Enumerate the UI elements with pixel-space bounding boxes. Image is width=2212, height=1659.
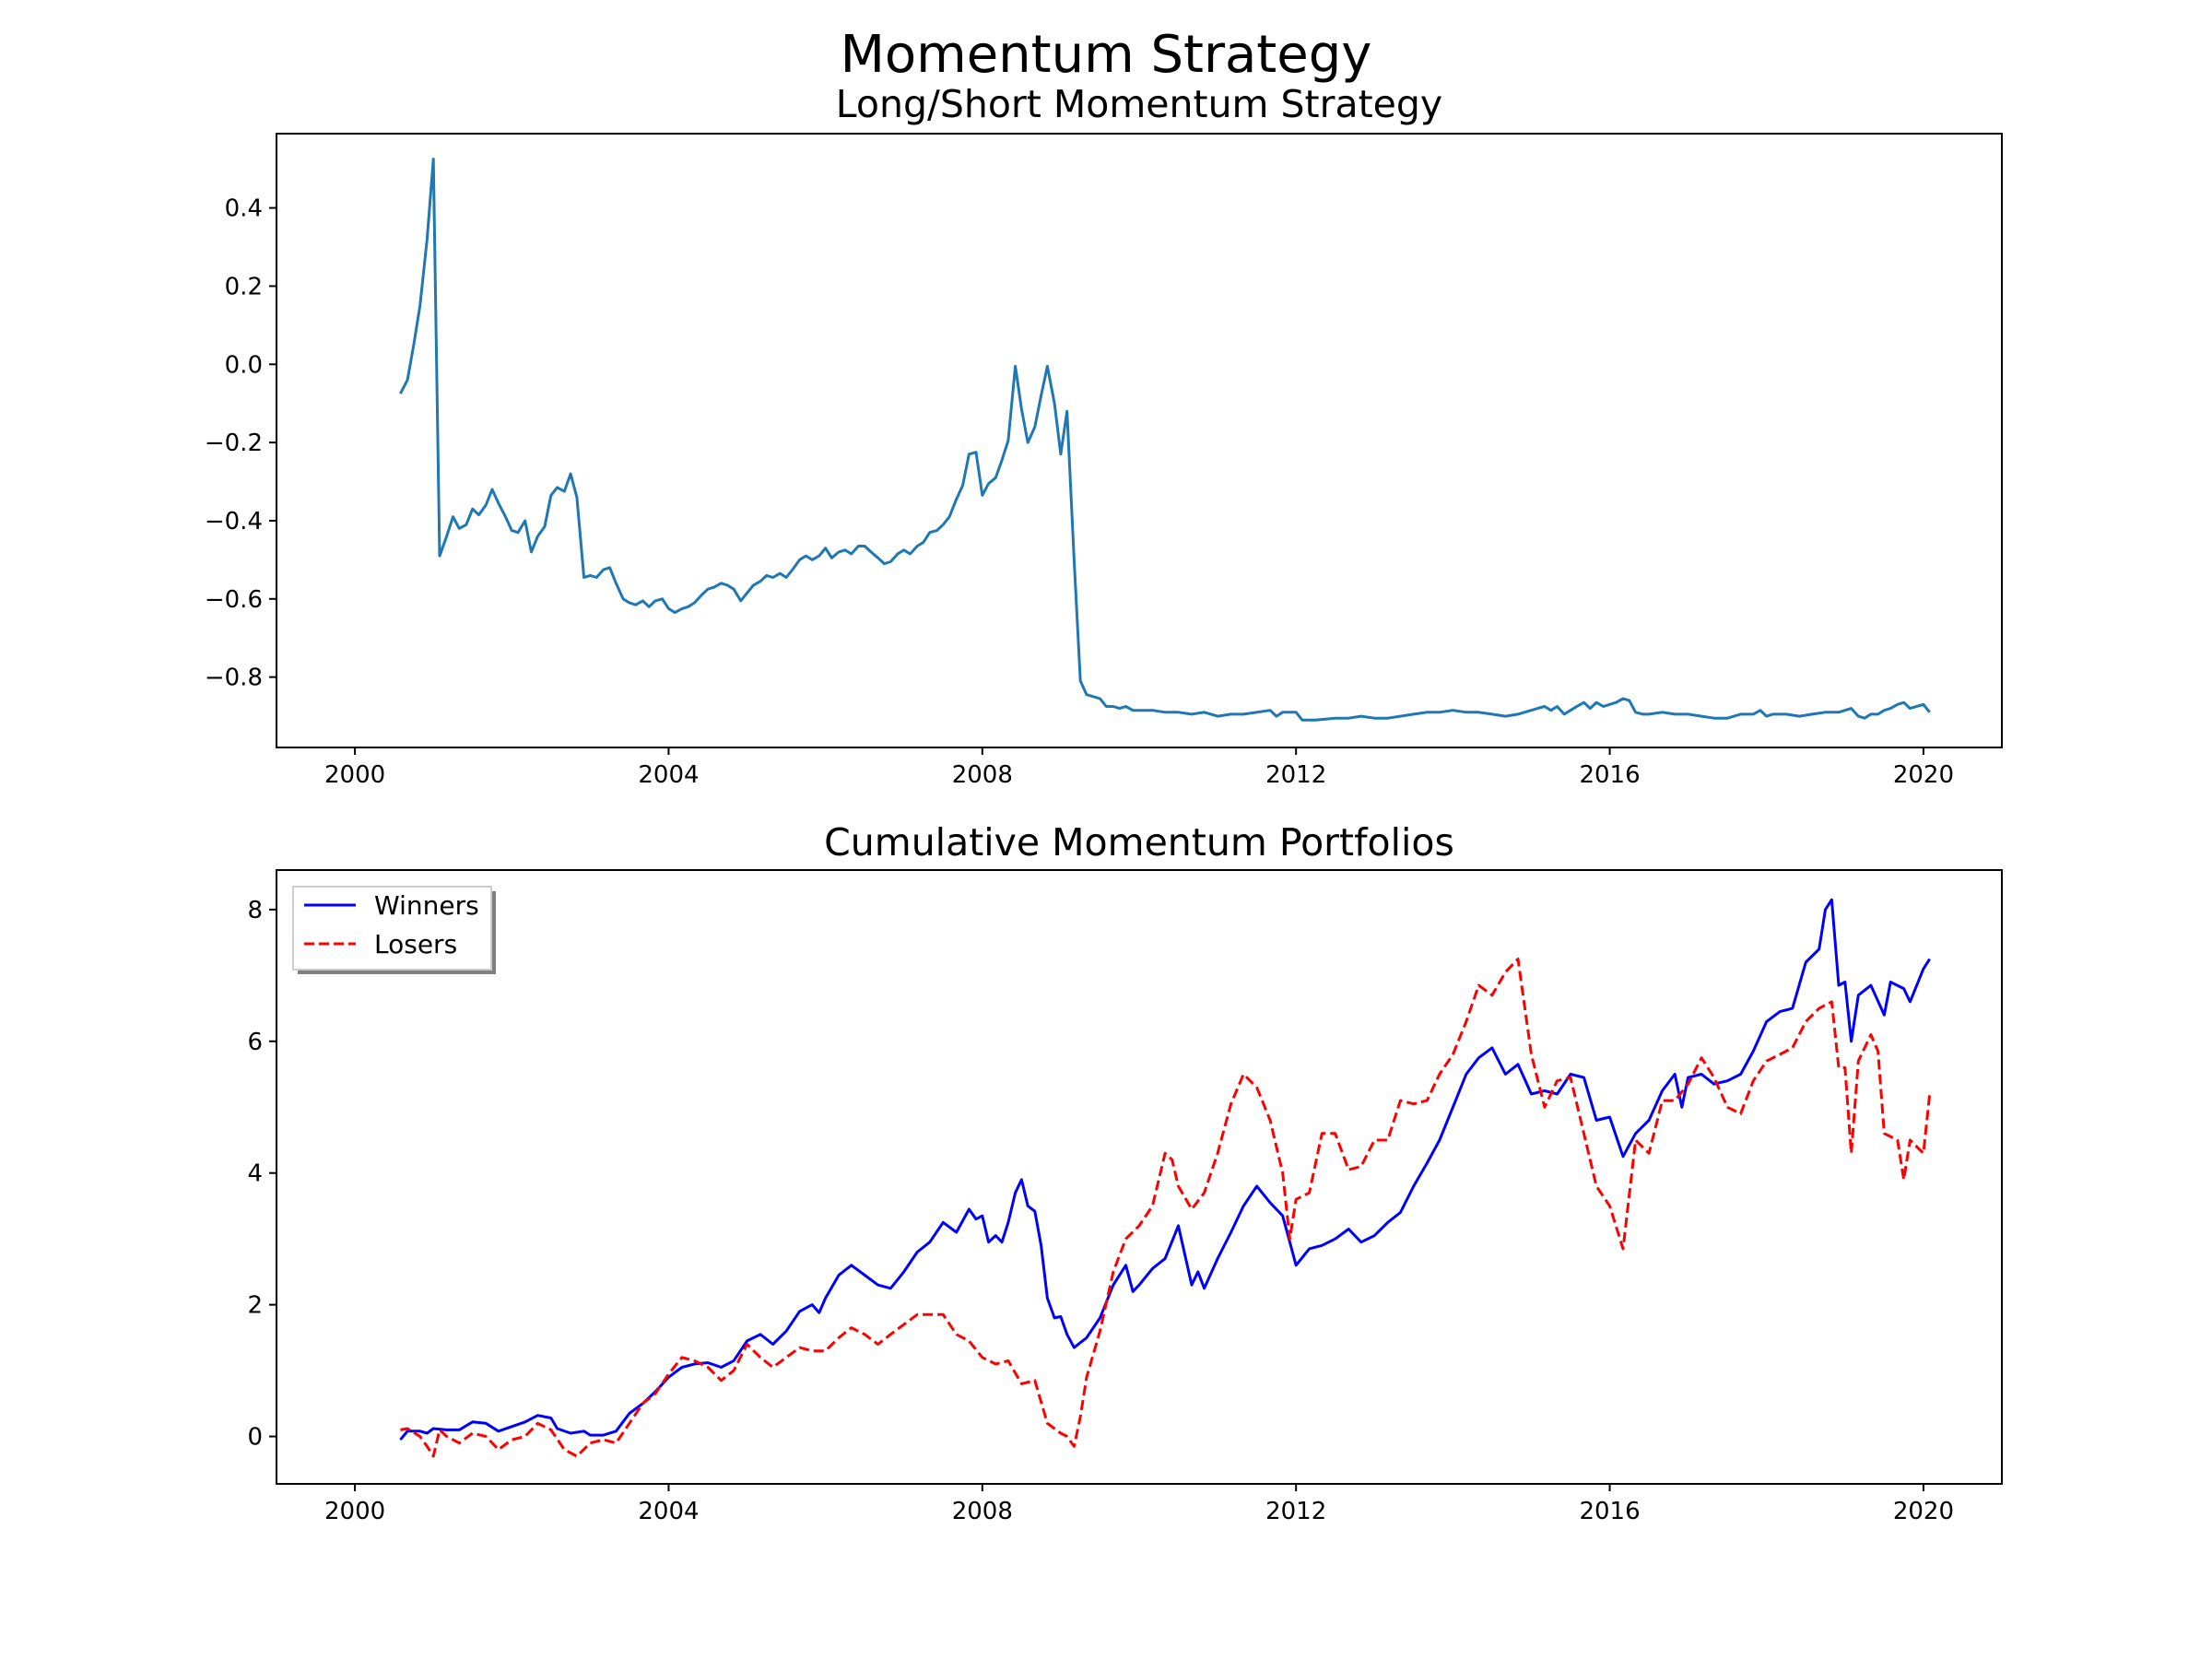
legend-label-losers: Losers bbox=[374, 929, 457, 959]
strategy-ytick-label: 0.2 bbox=[225, 273, 263, 300]
strategy-ytick-label: −0.4 bbox=[205, 508, 263, 535]
portfolios-xtick-label: 2000 bbox=[324, 1498, 385, 1525]
portfolios-xtick-label: 2004 bbox=[638, 1498, 699, 1525]
legend: Winners Losers bbox=[292, 886, 496, 974]
strategy-marks: 2000 2004 2008 2012 2016 2020 −0.8 −0.6 −0.4 −0.2… bbox=[205, 158, 1954, 789]
strategy-xtick-label: 2008 bbox=[952, 761, 1013, 789]
portfolios-ytick-label: 2 bbox=[247, 1292, 263, 1320]
legend-box bbox=[292, 886, 492, 971]
strategy-ytick-label: −0.8 bbox=[205, 665, 263, 692]
strategy-axes: Long/Short Momentum Strategy 2000 2004 200… bbox=[205, 82, 2003, 789]
portfolios-axes: Cumulative Momentum Portfolios 2000 2004 2… bbox=[247, 820, 2003, 1525]
portfolios-axes-frame bbox=[276, 869, 2003, 1485]
legend-label-winners: Winners bbox=[374, 890, 479, 921]
portfolios-xtick-label: 2016 bbox=[1579, 1498, 1640, 1525]
strategy-xtick-label: 2012 bbox=[1265, 761, 1326, 789]
portfolios-xtick-label: 2020 bbox=[1893, 1498, 1954, 1525]
strategy-xtick-label: 2004 bbox=[638, 761, 699, 789]
portfolios-xtick-label: 2008 bbox=[952, 1498, 1013, 1525]
strategy-xtick-label: 2016 bbox=[1579, 761, 1640, 789]
strategy-ytick-label: 0.0 bbox=[225, 351, 263, 379]
portfolios-ytick-label: 6 bbox=[247, 1029, 263, 1056]
portfolios-ytick-label: 4 bbox=[247, 1160, 263, 1188]
strategy-ytick-label: 0.4 bbox=[225, 195, 263, 223]
strategy-xtick-label: 2000 bbox=[324, 761, 385, 789]
portfolios-axes-title: Cumulative Momentum Portfolios bbox=[824, 820, 1454, 865]
portfolios-ytick-label: 8 bbox=[247, 897, 263, 924]
figure-suptitle: Momentum Strategy bbox=[841, 25, 1372, 85]
strategy-ytick-label: −0.6 bbox=[205, 586, 263, 614]
portfolios-marks: 2000 2004 2008 2012 2016 2020 0 2 4 6 8 bbox=[247, 897, 1954, 1525]
strategy-series-line bbox=[399, 158, 1931, 722]
strategy-axes-title: Long/Short Momentum Strategy bbox=[836, 82, 1442, 126]
strategy-axes-frame bbox=[276, 133, 2003, 748]
strategy-ytick-label: −0.2 bbox=[205, 429, 263, 457]
portfolios-xtick-label: 2012 bbox=[1265, 1498, 1326, 1525]
losers-series-line bbox=[400, 958, 1932, 1458]
strategy-xtick-label: 2020 bbox=[1893, 761, 1954, 789]
portfolios-ytick-label: 0 bbox=[247, 1424, 263, 1452]
